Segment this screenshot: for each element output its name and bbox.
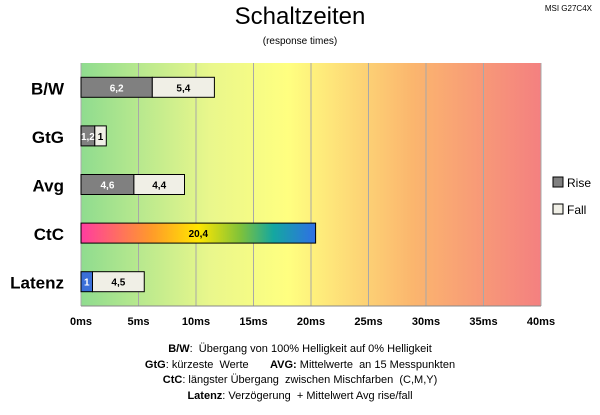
chart-title: Schaltzeiten xyxy=(234,3,366,30)
bar-label-rise-gtg: 1,2 xyxy=(81,132,95,143)
category-label-avg: Avg xyxy=(33,177,65,196)
category-label-bw: B/W xyxy=(31,79,65,98)
chart-subtitle: (response times) xyxy=(262,36,338,47)
x-tick-label-10: 10ms xyxy=(182,316,210,328)
footnote-line: B/W: Übergang von 100% Helligkeit auf 0%… xyxy=(0,342,600,358)
category-label-gtg: GtG xyxy=(32,128,64,147)
x-tick-label-15: 15ms xyxy=(239,316,267,328)
x-tick-label-25: 25ms xyxy=(354,316,382,328)
bar-fall-avg xyxy=(133,174,185,195)
bar-label-rise-ctc: 20,4 xyxy=(189,229,209,240)
footnote-text: : Übergang von 100% Helligkeit auf 0% He… xyxy=(189,343,432,355)
legend-label-rise: Rise xyxy=(567,176,591,190)
footnote-term: CtC xyxy=(162,374,183,386)
category-label-ctc: CtC xyxy=(34,225,64,244)
footnote-term: Latenz xyxy=(187,389,223,402)
bar-label-rise-bw: 6,2 xyxy=(110,83,124,94)
footnote-line: GtG: kürzeste Werte AVG: Mittelwerte an … xyxy=(0,358,600,374)
bar-rise-ctc xyxy=(80,222,317,244)
bar-label-fall-avg: 4,4 xyxy=(152,181,166,192)
footnotes: B/W: Übergang von 100% Helligkeit auf 0%… xyxy=(0,342,600,404)
x-tick-label-30: 30ms xyxy=(412,316,440,328)
bar-label-rise-latenz: 1 xyxy=(84,278,90,289)
footnote-text: : längster Übergang zwischen Mischfarben… xyxy=(182,374,438,386)
bar-label-fall-bw: 5,4 xyxy=(176,83,190,94)
footnote-term: GtG xyxy=(144,358,166,371)
footnote-text: : Verzögerung + Mittelwert Avg rise/fall xyxy=(222,389,413,402)
legend-label-fall: Fall xyxy=(567,203,586,217)
bar-fall-bw xyxy=(151,76,215,98)
footnote-line: CtC: längster Übergang zwischen Mischfar… xyxy=(0,373,600,389)
x-tick-label-20: 20ms xyxy=(297,316,325,328)
x-tick-label-5: 5ms xyxy=(127,316,149,328)
bar-label-fall-gtg: 1 xyxy=(98,132,104,143)
bar-label-rise-avg: 4,6 xyxy=(100,181,114,192)
footnote-term: B/W xyxy=(168,343,190,355)
category-label-latenz: Latenz xyxy=(10,274,64,293)
bar-label-fall-latenz: 4,5 xyxy=(111,278,125,289)
footnote-text: : kürzeste Werte xyxy=(165,358,271,371)
bar-fall-latenz xyxy=(92,271,145,293)
monitor-model-label: MSI G27C4X xyxy=(544,4,592,13)
legend-swatch-rise xyxy=(552,176,564,188)
response-time-chart: 6,2 5,41,2 14,6 4,420,41 4,5 0ms 5ms 10ms 15ms 2… xyxy=(10,63,591,328)
legend-swatch-fall xyxy=(552,203,564,215)
x-tick-label-35: 35ms xyxy=(469,316,497,328)
x-tick-label-0: 0ms xyxy=(70,316,92,328)
footnote-text: Mittelwerte an 15 Messpunkten xyxy=(296,358,456,371)
footnote-term: AVG: xyxy=(270,358,297,371)
footnote-line: Latenz: Verzögerung + Mittelwert Avg ris… xyxy=(0,389,600,405)
bar-fall-gtg xyxy=(94,125,107,147)
x-tick-label-40: 40ms xyxy=(527,316,555,328)
